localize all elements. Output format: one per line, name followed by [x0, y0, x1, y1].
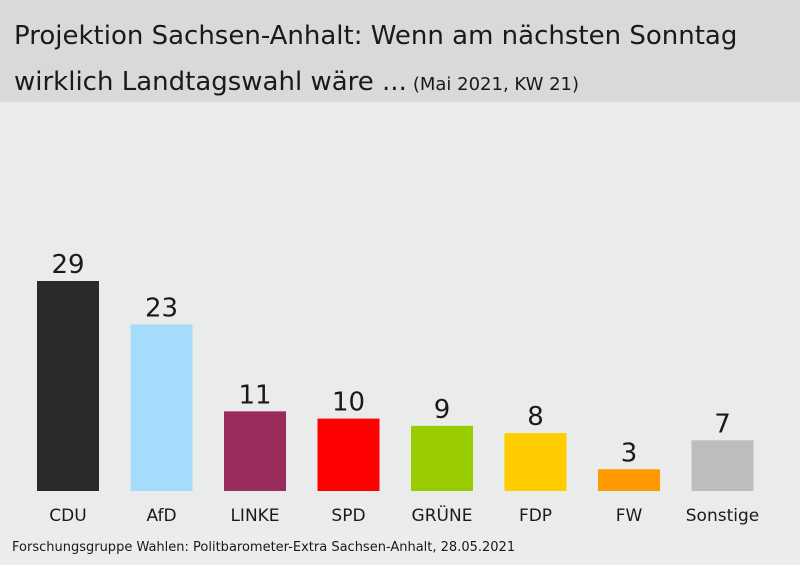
data-label-fdp: 8 [527, 402, 544, 432]
data-label-linke: 11 [238, 380, 271, 410]
bar-grüne [411, 425, 473, 491]
bar-spd [317, 418, 380, 491]
x-tick-label-afd: AfD [146, 506, 176, 526]
data-label-fw: 3 [621, 438, 638, 468]
x-tick-label-fdp: FDP [519, 506, 552, 526]
bar-fdp [504, 433, 567, 491]
bar-sonstige [691, 440, 754, 491]
bar-chart: 29 CDU 23 AfD 11 LINKE 10 SPD 9 GRÜNE 8 FDP 3 FW 7 Sons… [37, 250, 759, 526]
x-tick-label-grüne: GRÜNE [412, 504, 473, 526]
bar-fw [598, 469, 660, 491]
chart-title-line-2: wirklich Landtagswahl wäre ... (Mai 2021,… [14, 66, 579, 101]
data-label-cdu: 29 [51, 250, 84, 280]
x-tick-label-linke: LINKE [230, 506, 279, 526]
data-label-afd: 23 [145, 293, 178, 323]
source-note: Forschungsgruppe Wahlen: Politbarometer-… [12, 540, 516, 555]
bar-cdu [37, 281, 99, 491]
data-label-sonstige: 7 [714, 409, 731, 439]
bar-linke [224, 411, 286, 491]
chart-title-line-1: Projektion Sachsen-Anhalt: Wenn am nächs… [14, 21, 738, 51]
x-tick-label-spd: SPD [331, 506, 365, 526]
chart-subtitle: (Mai 2021, KW 21) [412, 74, 580, 95]
data-label-spd: 10 [332, 388, 365, 418]
x-tick-label-fw: FW [616, 506, 643, 526]
bar-afd [130, 324, 193, 491]
x-tick-label-cdu: CDU [49, 506, 86, 526]
x-tick-label-sonstige: Sonstige [686, 506, 759, 526]
data-label-grüne: 9 [434, 395, 451, 425]
chart-title-text: wirklich Landtagswahl wäre ... [14, 67, 407, 97]
chart-header: Projektion Sachsen-Anhalt: Wenn am nächs… [0, 0, 800, 102]
